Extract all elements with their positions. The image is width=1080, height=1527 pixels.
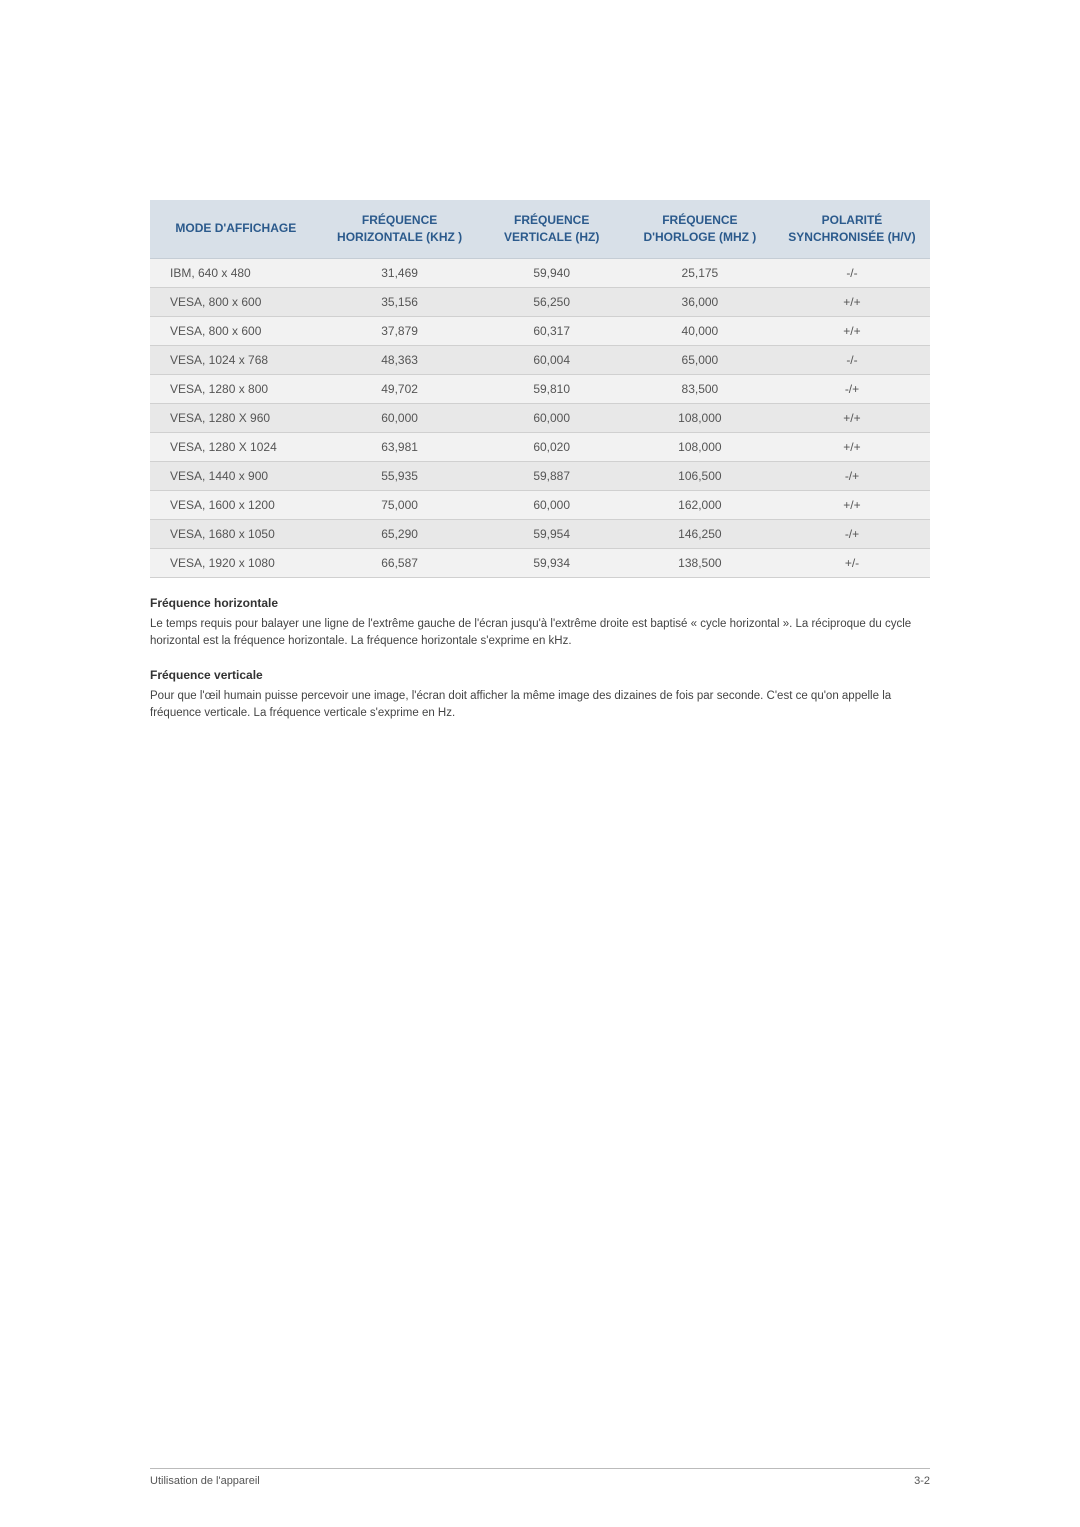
table-cell: VESA, 1280 X 960 (150, 403, 322, 432)
table-cell: -/+ (774, 519, 930, 548)
table-cell: 60,020 (478, 432, 626, 461)
table-cell: 56,250 (478, 287, 626, 316)
table-cell: +/+ (774, 316, 930, 345)
table-cell: 146,250 (626, 519, 774, 548)
table-cell: 59,887 (478, 461, 626, 490)
table-row: VESA, 800 x 60035,15656,25036,000+/+ (150, 287, 930, 316)
page-footer: Utilisation de l'appareil 3-2 (150, 1468, 930, 1487)
header-mode: MODE D'AFFICHAGE (150, 200, 322, 258)
table-cell: 59,934 (478, 548, 626, 577)
table-cell: IBM, 640 x 480 (150, 258, 322, 287)
table-row: VESA, 1024 x 76848,36360,00465,000-/- (150, 345, 930, 374)
table-body: IBM, 640 x 48031,46959,94025,175-/-VESA,… (150, 258, 930, 577)
footer-left: Utilisation de l'appareil (150, 1475, 260, 1487)
table-cell: 60,000 (322, 403, 478, 432)
table-cell: VESA, 1920 x 1080 (150, 548, 322, 577)
table-row: VESA, 1280 x 80049,70259,81083,500-/+ (150, 374, 930, 403)
freq-horizontal-heading: Fréquence horizontale (150, 596, 930, 610)
table-cell: -/+ (774, 461, 930, 490)
table-cell: VESA, 1680 x 1050 (150, 519, 322, 548)
table-cell: VESA, 800 x 600 (150, 287, 322, 316)
table-cell: 49,702 (322, 374, 478, 403)
header-freq-h: FRÉQUENCE HORIZONTALE (KHZ ) (322, 200, 478, 258)
footer-right: 3-2 (914, 1475, 930, 1487)
table-cell: 59,940 (478, 258, 626, 287)
table-cell: 108,000 (626, 432, 774, 461)
table-cell: 60,000 (478, 403, 626, 432)
table-cell: VESA, 800 x 600 (150, 316, 322, 345)
table-row: VESA, 1440 x 90055,93559,887106,500-/+ (150, 461, 930, 490)
table-cell: 60,004 (478, 345, 626, 374)
table-cell: +/+ (774, 403, 930, 432)
table-cell: 48,363 (322, 345, 478, 374)
table-cell: 35,156 (322, 287, 478, 316)
freq-vertical-text: Pour que l'œil humain puisse percevoir u… (150, 688, 930, 723)
table-cell: +/+ (774, 490, 930, 519)
header-polarity: POLARITÉ SYNCHRONISÉE (H/V) (774, 200, 930, 258)
freq-vertical-heading: Fréquence verticale (150, 668, 930, 682)
table-cell: 31,469 (322, 258, 478, 287)
timing-table: MODE D'AFFICHAGE FRÉQUENCE HORIZONTALE (… (150, 200, 930, 578)
table-cell: +/- (774, 548, 930, 577)
table-cell: 75,000 (322, 490, 478, 519)
table-cell: 40,000 (626, 316, 774, 345)
table-cell: 37,879 (322, 316, 478, 345)
table-cell: VESA, 1024 x 768 (150, 345, 322, 374)
freq-horizontal-text: Le temps requis pour balayer une ligne d… (150, 616, 930, 651)
table-row: VESA, 1280 X 102463,98160,020108,000+/+ (150, 432, 930, 461)
table-row: VESA, 1600 x 120075,00060,000162,000+/+ (150, 490, 930, 519)
table-cell: 66,587 (322, 548, 478, 577)
header-freq-v: FRÉQUENCE VERTICALE (HZ) (478, 200, 626, 258)
table-cell: 106,500 (626, 461, 774, 490)
table-cell: 63,981 (322, 432, 478, 461)
table-cell: 162,000 (626, 490, 774, 519)
table-cell: 65,000 (626, 345, 774, 374)
table-cell: 25,175 (626, 258, 774, 287)
header-freq-clock: FRÉQUENCE D'HORLOGE (MHZ ) (626, 200, 774, 258)
table-cell: 36,000 (626, 287, 774, 316)
table-cell: VESA, 1280 X 1024 (150, 432, 322, 461)
table-cell: +/+ (774, 432, 930, 461)
table-cell: 83,500 (626, 374, 774, 403)
table-cell: 60,000 (478, 490, 626, 519)
table-cell: 59,954 (478, 519, 626, 548)
table-cell: 60,317 (478, 316, 626, 345)
table-row: IBM, 640 x 48031,46959,94025,175-/- (150, 258, 930, 287)
table-cell: 59,810 (478, 374, 626, 403)
table-row: VESA, 800 x 60037,87960,31740,000+/+ (150, 316, 930, 345)
table-row: VESA, 1280 X 96060,00060,000108,000+/+ (150, 403, 930, 432)
table-cell: 108,000 (626, 403, 774, 432)
table-cell: VESA, 1440 x 900 (150, 461, 322, 490)
table-cell: 138,500 (626, 548, 774, 577)
table-cell: VESA, 1600 x 1200 (150, 490, 322, 519)
table-row: VESA, 1920 x 108066,58759,934138,500+/- (150, 548, 930, 577)
table-header-row: MODE D'AFFICHAGE FRÉQUENCE HORIZONTALE (… (150, 200, 930, 258)
table-cell: -/- (774, 345, 930, 374)
table-cell: -/+ (774, 374, 930, 403)
table-row: VESA, 1680 x 105065,29059,954146,250-/+ (150, 519, 930, 548)
table-cell: +/+ (774, 287, 930, 316)
table-cell: -/- (774, 258, 930, 287)
table-cell: 55,935 (322, 461, 478, 490)
table-cell: VESA, 1280 x 800 (150, 374, 322, 403)
table-cell: 65,290 (322, 519, 478, 548)
